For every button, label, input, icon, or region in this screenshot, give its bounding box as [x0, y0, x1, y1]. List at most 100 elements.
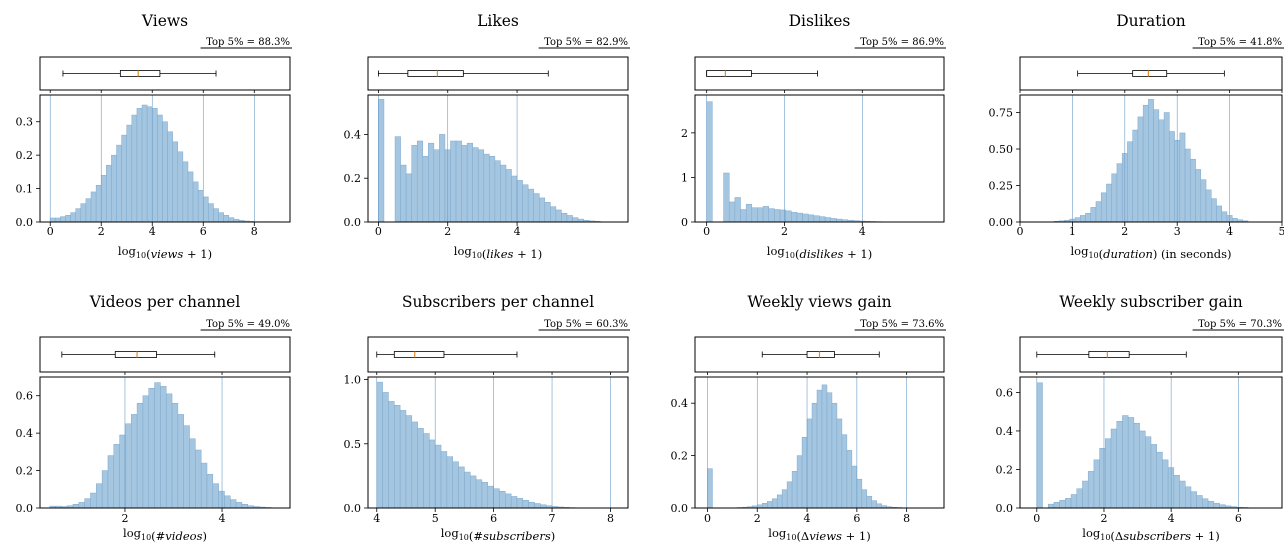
x-tick-label: 5 — [432, 512, 439, 525]
histogram-bar — [458, 466, 465, 508]
subplot-2: Likes Top 5% = 82.9% 0 2 4 0.0 0.2 0.4 log10(lik… — [344, 12, 630, 261]
histogram-bar — [1231, 218, 1238, 222]
histogram-bar — [801, 437, 808, 508]
boxplot-box — [114, 351, 157, 358]
x-axis-label-part: log — [123, 526, 142, 540]
histogram-bar — [1127, 141, 1133, 222]
histogram-bar — [100, 174, 107, 222]
histogram-bar — [734, 197, 741, 222]
histogram-bar — [203, 196, 209, 222]
histogram-bar — [411, 145, 418, 222]
boxplot-box — [407, 70, 464, 77]
histogram-bar — [428, 142, 435, 222]
y-tick-label: 0.2 — [16, 149, 34, 162]
histogram-bar — [1132, 129, 1139, 222]
histogram-bar — [1082, 480, 1089, 508]
subplot-3: Dislikes Top 5% = 86.9% 0 2 4 0 1 2 log10(dislik… — [681, 12, 946, 261]
histogram-bar — [572, 217, 579, 222]
histogram-frame — [1019, 94, 1283, 223]
boxplot-frame — [367, 56, 629, 91]
histogram-bar — [487, 485, 494, 508]
histogram-bar — [1148, 99, 1154, 222]
x-axis-label-part: ( — [795, 247, 800, 261]
histogram-bar — [162, 121, 168, 222]
histogram-bar — [830, 218, 837, 222]
histogram-bar — [1173, 475, 1180, 508]
histogram-bar — [394, 136, 401, 222]
histogram-bar — [1100, 192, 1107, 222]
histogram-frame — [694, 94, 945, 223]
histogram-bar — [96, 483, 103, 508]
histogram-bar — [566, 215, 573, 222]
histogram-bar — [816, 389, 823, 508]
histogram-bar — [493, 488, 500, 508]
x-axis-label-part: ) — [551, 529, 556, 543]
histogram-bar — [49, 217, 56, 222]
histogram-bar — [1211, 198, 1217, 222]
x-tick-label: 5 — [1279, 225, 1284, 238]
subplot-title: Views — [141, 12, 188, 30]
x-tick-label: 4 — [804, 512, 811, 525]
x-tick-label: 0 — [375, 225, 382, 238]
histogram-bar — [382, 392, 389, 508]
x-tick-label: 2 — [444, 225, 451, 238]
x-tick-label: 0 — [1017, 225, 1024, 238]
histogram-bar — [235, 502, 243, 508]
histogram-bar — [1163, 112, 1170, 222]
histogram-bar — [1116, 163, 1123, 222]
histogram-bar — [813, 215, 820, 222]
histogram-bar — [1139, 430, 1146, 508]
histogram-bar — [510, 496, 518, 508]
x-tick-label: 2 — [98, 225, 105, 238]
histogram-bar — [806, 418, 813, 508]
histogram-bar — [1137, 116, 1144, 222]
y-tick-label: 0.0 — [344, 216, 362, 229]
x-tick-label: 2 — [754, 512, 761, 525]
x-tick-label: 2 — [121, 512, 128, 525]
histogram-bars — [707, 377, 907, 508]
histogram-bar — [146, 106, 153, 222]
y-tick-label: 1 — [681, 171, 688, 184]
histogram-bar — [761, 503, 768, 508]
subplot-1: Views Top 5% = 88.3% 0 2 4 6 8 0.0 0.1 0.2 0.3 log1… — [16, 12, 292, 261]
histogram-bar — [762, 206, 769, 222]
histogram-bar — [821, 384, 828, 508]
x-axis-label-part: ( — [482, 247, 487, 261]
x-axis-label-part: dislikes — [799, 247, 843, 261]
subplot-title: Dislikes — [789, 12, 851, 30]
histogram-bar — [70, 212, 76, 222]
x-tick-label: 2 — [1121, 225, 1128, 238]
x-axis-label-part: duration — [1103, 247, 1153, 261]
x-axis-label-part: log — [767, 244, 786, 258]
x-axis-label-part: subscribers — [483, 529, 551, 543]
histogram-bar — [422, 156, 429, 222]
histogram-bar — [533, 193, 540, 222]
y-tick-label: 0.4 — [996, 425, 1014, 438]
histogram-bar — [90, 492, 97, 508]
y-tick-label: 0.6 — [16, 390, 34, 403]
x-axis-label-part: + 1) — [843, 247, 872, 261]
histogram-bar — [1076, 488, 1083, 508]
histogram-bar — [1087, 471, 1095, 508]
histogram-bar — [212, 483, 219, 508]
boxplot-box — [119, 70, 161, 77]
boxplot-frame — [694, 336, 945, 373]
histogram-bars — [376, 377, 611, 508]
x-tick-label: 4 — [514, 225, 521, 238]
histogram-bar — [841, 434, 848, 508]
x-axis-label: log10(#videos) — [123, 526, 207, 543]
histogram-bar — [131, 114, 138, 222]
y-tick-label: 0 — [681, 216, 688, 229]
histogram-bar — [851, 465, 858, 508]
x-axis-label-part: (Δ — [796, 529, 809, 543]
x-tick-label: 4 — [219, 512, 226, 525]
histogram-bar — [1090, 207, 1097, 222]
histogram-bar — [831, 402, 838, 508]
x-tick-label: 4 — [373, 512, 380, 525]
x-tick-label: 4 — [859, 225, 866, 238]
histogram-bar — [774, 209, 781, 222]
histogram-bar — [1036, 382, 1043, 508]
boxplot-box — [1088, 351, 1130, 358]
histogram-bar — [1122, 415, 1129, 508]
x-axis-label-part: ) (in seconds) — [1153, 247, 1232, 261]
